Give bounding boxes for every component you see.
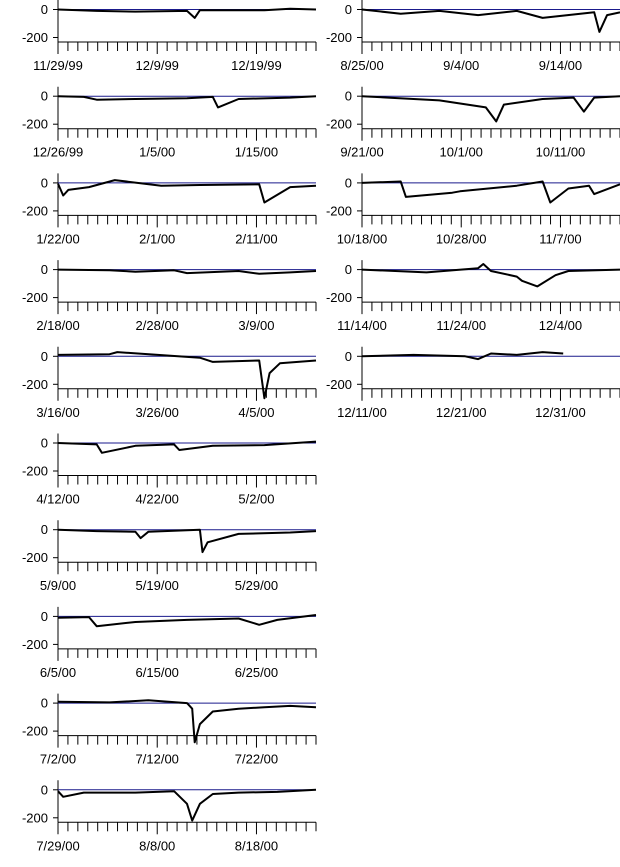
x-tick-label: 9/21/00	[340, 145, 383, 160]
x-tick-label: 12/9/99	[136, 58, 179, 73]
series-line	[57, 7, 317, 19]
x-tick-label: 8/8/00	[139, 838, 175, 853]
x-tick-label: 7/22/00	[235, 752, 278, 767]
x-tick-label: 9/4/00	[443, 58, 479, 73]
y-tick-label: 0	[41, 782, 48, 797]
x-tick-label: 10/18/00	[337, 231, 388, 246]
x-tick-label: 4/5/00	[238, 405, 274, 420]
x-tick-label: 10/11/00	[536, 145, 586, 160]
y-tick-label: -200	[326, 203, 352, 218]
series-line	[57, 528, 317, 554]
series-line	[361, 95, 620, 123]
x-tick-label: 11/29/99	[33, 58, 83, 73]
x-tick-label: 2/1/00	[139, 231, 175, 246]
y-tick-label: -200	[22, 117, 48, 132]
y-tick-label: -200	[326, 117, 352, 132]
x-tick-label: 6/5/00	[40, 665, 76, 680]
x-tick-label: 6/25/00	[235, 665, 278, 680]
x-tick-label: 6/15/00	[136, 665, 179, 680]
x-tick-label: 3/9/00	[238, 318, 274, 333]
series-line	[361, 351, 564, 361]
y-tick-label: 0	[41, 696, 48, 711]
y-tick-label: -200	[22, 203, 48, 218]
series-line	[57, 440, 317, 454]
y-tick-label: 0	[345, 349, 352, 364]
y-tick-label: 0	[345, 262, 352, 277]
x-tick-label: 5/9/00	[40, 578, 76, 593]
y-tick-label: -200	[22, 810, 48, 825]
y-tick-label: -200	[326, 30, 352, 45]
x-tick-label: 7/12/00	[136, 752, 179, 767]
x-tick-label: 3/26/00	[136, 405, 179, 420]
x-tick-label: 11/14/00	[337, 318, 387, 333]
series-line	[361, 180, 620, 204]
y-tick-label: -200	[326, 290, 352, 305]
x-tick-label: 1/15/00	[235, 145, 278, 160]
x-tick-label: 3/16/00	[36, 405, 79, 420]
x-tick-label: 7/29/00	[36, 838, 79, 853]
y-tick-label: 0	[41, 89, 48, 104]
x-tick-label: 9/14/00	[539, 58, 582, 73]
series-line	[57, 351, 317, 400]
y-tick-label: -200	[22, 464, 48, 479]
x-tick-label: 1/5/00	[139, 145, 175, 160]
y-tick-label: 0	[41, 436, 48, 451]
y-tick-label: 0	[41, 522, 48, 537]
x-tick-label: 11/24/00	[436, 318, 486, 333]
x-tick-label: 12/19/99	[231, 58, 282, 73]
series-line	[361, 8, 620, 33]
y-tick-label: -200	[22, 724, 48, 739]
x-tick-label: 12/4/00	[539, 318, 582, 333]
x-tick-label: 2/28/00	[136, 318, 179, 333]
y-tick-label: 0	[41, 175, 48, 190]
y-tick-label: -200	[22, 637, 48, 652]
y-tick-label: -200	[22, 290, 48, 305]
x-tick-label: 7/2/00	[40, 752, 76, 767]
x-tick-label: 5/19/00	[136, 578, 179, 593]
y-tick-label: -200	[326, 377, 352, 392]
series-line	[57, 788, 317, 822]
y-tick-label: -200	[22, 30, 48, 45]
y-tick-label: -200	[22, 550, 48, 565]
y-tick-label: 0	[41, 349, 48, 364]
series-line	[57, 179, 317, 204]
x-tick-label: 4/12/00	[36, 492, 79, 507]
y-tick-label: 0	[41, 609, 48, 624]
x-tick-label: 8/25/00	[340, 58, 383, 73]
series-line	[361, 263, 620, 288]
y-tick-label: 0	[345, 89, 352, 104]
y-tick-label: 0	[41, 2, 48, 17]
x-tick-label: 12/11/00	[337, 405, 387, 420]
x-tick-label: 8/18/00	[235, 838, 278, 853]
y-tick-label: 0	[41, 262, 48, 277]
x-tick-label: 1/22/00	[36, 231, 79, 246]
series-line	[57, 95, 317, 109]
x-tick-label: 10/1/00	[440, 145, 483, 160]
y-tick-label: 0	[345, 2, 352, 17]
series-line	[57, 268, 317, 275]
x-tick-label: 10/28/00	[436, 231, 487, 246]
y-tick-label: -200	[22, 377, 48, 392]
x-tick-label: 12/26/99	[33, 145, 84, 160]
x-tick-label: 2/11/00	[235, 231, 277, 246]
x-tick-label: 5/2/00	[238, 492, 274, 507]
series-line	[57, 699, 317, 744]
y-tick-label: 0	[345, 175, 352, 190]
x-tick-label: 2/18/00	[36, 318, 79, 333]
x-tick-label: 12/31/00	[535, 405, 586, 420]
x-tick-label: 11/7/00	[539, 231, 581, 246]
series-line	[57, 614, 317, 628]
x-tick-label: 5/29/00	[235, 578, 278, 593]
x-tick-label: 12/21/00	[436, 405, 487, 420]
x-tick-label: 4/22/00	[136, 492, 179, 507]
